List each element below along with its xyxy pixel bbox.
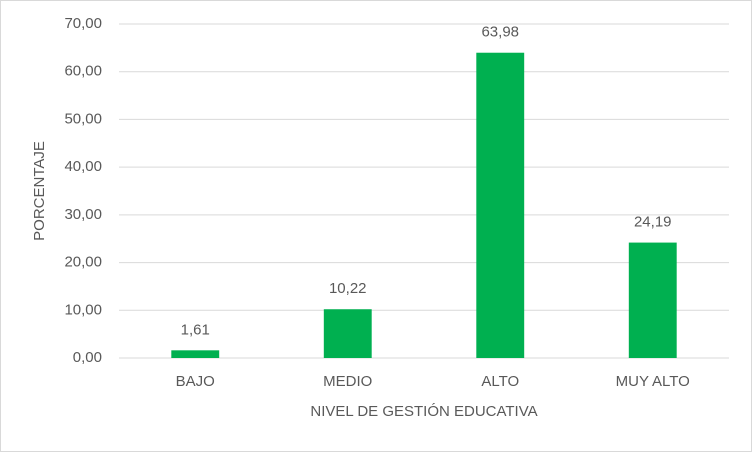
y-tick-label: 0,00 [73,349,102,366]
x-tick-label: ALTO [481,373,519,390]
bar [323,309,372,358]
y-tick-label: 40,00 [64,158,102,175]
y-axis-label: PORCENTAJE [31,141,48,241]
y-tick-label: 30,00 [64,206,102,223]
y-tick-label: 70,00 [64,15,102,32]
value-label: 10,22 [329,280,367,297]
y-tick-label: 60,00 [64,63,102,80]
x-tick-label: BAJO [176,373,215,390]
y-tick-label: 20,00 [64,254,102,271]
y-tick-label: 50,00 [64,110,102,127]
value-label: 1,61 [181,321,210,338]
x-tick-label: MUY ALTO [616,373,690,390]
x-tick-label: MEDIO [323,373,372,390]
x-axis-label: NIVEL DE GESTIÓN EDUCATIVA [310,403,537,420]
bar [171,350,220,358]
value-label: 24,19 [634,214,672,231]
bar [476,52,525,358]
value-label: 63,98 [481,24,519,41]
y-tick-label: 10,00 [64,301,102,318]
bar [628,242,677,358]
